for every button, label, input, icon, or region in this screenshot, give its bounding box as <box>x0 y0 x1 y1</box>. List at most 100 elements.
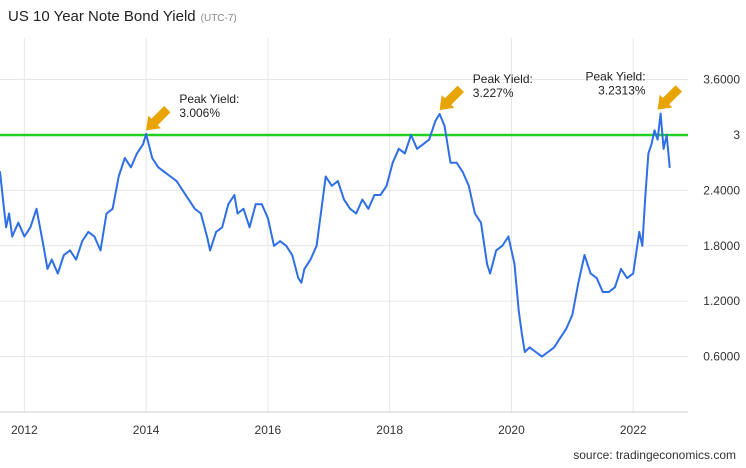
data-point <box>665 134 668 136</box>
data-point <box>607 291 610 293</box>
y-tick-label: 3.6000 <box>703 73 740 87</box>
data-point <box>355 212 358 215</box>
data-point <box>315 244 318 247</box>
data-point <box>565 328 568 330</box>
data-point <box>236 212 239 215</box>
data-point <box>2 198 4 201</box>
data-point <box>267 217 269 220</box>
data-point <box>8 212 11 215</box>
peak-annotation: Peak Yield:3.227% <box>439 72 533 110</box>
data-point <box>373 194 376 196</box>
data-point <box>285 244 288 247</box>
peak-annotation: Peak Yield:3.006% <box>146 92 239 131</box>
y-tick-label: 1.2000 <box>703 294 740 308</box>
chart-title: US 10 Year Note Bond Yield (UTC-7) <box>8 8 237 25</box>
data-point <box>595 277 598 279</box>
data-point <box>187 198 190 201</box>
data-point <box>507 235 510 238</box>
data-point <box>577 281 580 284</box>
data-point <box>303 268 306 270</box>
data-point <box>480 221 482 224</box>
data-point <box>583 254 586 256</box>
data-point <box>520 332 523 335</box>
peak-arrow-icon <box>657 85 682 110</box>
data-point <box>81 240 84 243</box>
data-point <box>385 184 388 187</box>
data-point <box>242 207 245 210</box>
data-point <box>337 180 339 183</box>
data-point <box>455 161 458 164</box>
data-point <box>46 268 49 270</box>
y-tick-label: 0.6000 <box>703 350 740 364</box>
data-point <box>653 129 656 132</box>
data-point <box>461 171 464 173</box>
data-point <box>254 203 257 206</box>
data-point <box>50 258 53 261</box>
peak-label: Peak Yield: <box>473 72 533 86</box>
data-point <box>397 147 400 150</box>
peak-label: 3.006% <box>179 106 220 120</box>
data-point <box>175 180 178 183</box>
axes: 2012 2014 2016 2018 2020 2022 0.6000 1.2000 1.80… <box>0 73 740 437</box>
grid <box>0 38 688 412</box>
data-point <box>559 337 561 339</box>
source-credit: source: tradingeconomics.com <box>573 448 736 462</box>
data-point <box>215 231 218 233</box>
data-point <box>11 235 14 238</box>
data-point <box>142 143 145 146</box>
data-point <box>343 198 345 201</box>
data-point <box>273 244 275 247</box>
data-point <box>553 346 555 349</box>
data-point <box>17 221 20 224</box>
peak-arrow-icon <box>439 85 464 110</box>
data-point <box>391 161 394 164</box>
data-point <box>69 249 71 252</box>
data-point <box>589 272 592 275</box>
yield-series-line <box>0 112 671 358</box>
peak-label: Peak Yield: <box>179 92 239 106</box>
data-point <box>300 281 303 284</box>
data-point <box>467 184 470 187</box>
data-point <box>601 291 604 293</box>
data-point <box>151 157 154 159</box>
data-point <box>309 258 312 261</box>
data-point <box>169 175 172 178</box>
data-point <box>541 355 543 358</box>
data-point <box>647 152 650 155</box>
data-point <box>632 272 635 275</box>
data-point <box>659 112 662 115</box>
x-tick-label: 2016 <box>255 423 282 437</box>
x-tick-label: 2012 <box>11 423 38 437</box>
series-layer <box>0 112 671 358</box>
data-point <box>428 138 431 141</box>
data-point <box>330 184 333 187</box>
data-point <box>422 143 425 146</box>
y-tick-label: 1.8000 <box>703 239 740 253</box>
x-tick-label: 2020 <box>498 423 525 437</box>
data-point <box>291 254 294 256</box>
data-point <box>297 277 300 279</box>
data-point <box>63 254 65 256</box>
data-point <box>5 226 7 229</box>
data-point <box>501 244 504 247</box>
data-point <box>233 194 236 196</box>
data-point <box>29 226 32 229</box>
data-point <box>668 166 671 169</box>
data-point <box>56 272 59 275</box>
data-point <box>489 272 491 275</box>
data-point <box>99 249 102 252</box>
y-tick-label: 3 <box>733 128 740 142</box>
data-point <box>193 207 196 210</box>
data-point <box>221 226 224 229</box>
data-point <box>41 240 44 243</box>
x-tick-label: 2022 <box>620 423 647 437</box>
data-point <box>209 249 212 252</box>
data-point <box>0 171 1 173</box>
data-point <box>321 198 324 201</box>
data-point <box>434 120 437 122</box>
data-point <box>656 138 659 141</box>
x-tick-label: 2018 <box>376 423 403 437</box>
data-point <box>130 166 132 169</box>
data-point <box>279 240 281 243</box>
